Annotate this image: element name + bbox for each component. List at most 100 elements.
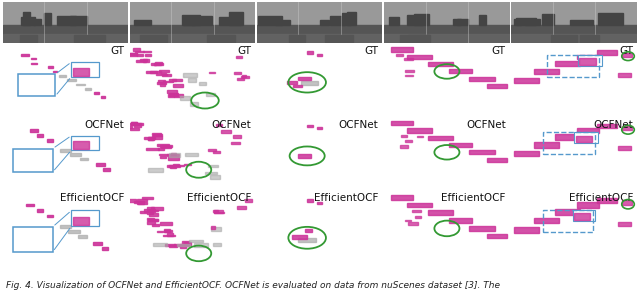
- Bar: [180, 96, 190, 100]
- Bar: [151, 207, 163, 210]
- Bar: [242, 75, 246, 77]
- Bar: [144, 137, 155, 139]
- Bar: [23, 12, 30, 25]
- Bar: [580, 35, 599, 42]
- Bar: [214, 212, 223, 213]
- Bar: [470, 150, 495, 154]
- Bar: [21, 17, 35, 25]
- Bar: [167, 154, 179, 156]
- Bar: [93, 242, 102, 245]
- Text: EfficientOCF: EfficientOCF: [60, 193, 124, 203]
- Bar: [208, 165, 218, 167]
- Bar: [307, 125, 313, 127]
- Bar: [556, 61, 580, 66]
- Bar: [257, 25, 382, 43]
- Bar: [158, 148, 164, 150]
- Bar: [143, 51, 151, 52]
- Bar: [470, 226, 495, 231]
- Bar: [231, 142, 240, 144]
- Bar: [622, 53, 632, 57]
- Bar: [142, 197, 153, 199]
- Bar: [152, 136, 163, 139]
- Bar: [137, 202, 147, 204]
- Bar: [159, 70, 169, 73]
- Bar: [182, 241, 189, 243]
- Bar: [133, 48, 140, 51]
- Bar: [189, 240, 203, 243]
- Bar: [170, 166, 176, 168]
- Bar: [130, 2, 255, 25]
- Bar: [449, 218, 472, 223]
- Bar: [130, 25, 255, 43]
- Bar: [148, 168, 163, 172]
- Bar: [453, 19, 461, 25]
- Bar: [205, 172, 218, 174]
- Bar: [157, 144, 169, 146]
- Bar: [166, 233, 173, 236]
- Bar: [126, 53, 138, 56]
- Bar: [543, 210, 593, 232]
- Bar: [574, 213, 590, 220]
- Bar: [234, 72, 241, 74]
- Bar: [317, 54, 322, 56]
- Bar: [412, 210, 421, 212]
- Bar: [221, 130, 232, 133]
- Bar: [96, 163, 105, 166]
- Bar: [188, 78, 196, 82]
- Bar: [573, 210, 595, 220]
- Bar: [53, 71, 57, 72]
- Bar: [321, 20, 329, 25]
- Bar: [307, 51, 313, 54]
- Bar: [245, 199, 252, 202]
- Bar: [56, 16, 76, 25]
- Bar: [134, 19, 152, 25]
- Bar: [147, 211, 153, 214]
- Bar: [236, 56, 242, 58]
- Bar: [622, 200, 632, 205]
- Text: GT: GT: [365, 46, 379, 56]
- Bar: [47, 66, 52, 68]
- Bar: [618, 73, 630, 76]
- Bar: [67, 79, 76, 81]
- Bar: [174, 244, 183, 246]
- Bar: [514, 227, 539, 233]
- Bar: [551, 35, 577, 42]
- Bar: [211, 227, 221, 231]
- Bar: [159, 154, 168, 156]
- Bar: [185, 153, 198, 156]
- Bar: [102, 247, 108, 250]
- Text: GT: GT: [110, 46, 124, 56]
- Bar: [153, 134, 161, 136]
- Bar: [30, 129, 38, 132]
- Bar: [305, 229, 312, 232]
- Bar: [577, 55, 599, 59]
- Bar: [13, 149, 52, 172]
- Bar: [173, 164, 179, 166]
- Text: EfficientOCF: EfficientOCF: [187, 193, 252, 203]
- Bar: [148, 213, 158, 216]
- Bar: [144, 209, 155, 212]
- Bar: [511, 2, 637, 25]
- Bar: [237, 206, 246, 209]
- Bar: [184, 164, 191, 166]
- Bar: [136, 60, 147, 62]
- Bar: [189, 102, 198, 106]
- Bar: [556, 134, 580, 140]
- Bar: [330, 16, 345, 25]
- Bar: [31, 63, 37, 64]
- Bar: [534, 218, 559, 223]
- Bar: [153, 134, 161, 136]
- Bar: [212, 243, 221, 246]
- Bar: [384, 25, 509, 43]
- Bar: [301, 81, 319, 85]
- Bar: [20, 35, 36, 42]
- Bar: [449, 69, 472, 74]
- Bar: [207, 148, 216, 151]
- Bar: [161, 73, 166, 74]
- Bar: [211, 226, 215, 229]
- Bar: [13, 227, 52, 252]
- Bar: [163, 81, 173, 82]
- Bar: [384, 2, 509, 25]
- Bar: [145, 54, 151, 56]
- Bar: [406, 15, 423, 25]
